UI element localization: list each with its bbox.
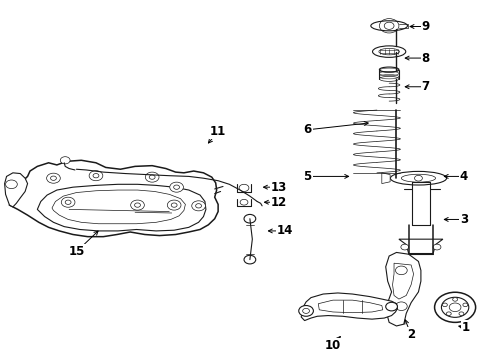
- Circle shape: [93, 174, 99, 178]
- Circle shape: [463, 303, 468, 307]
- Circle shape: [135, 203, 141, 207]
- Circle shape: [240, 199, 248, 205]
- Circle shape: [415, 175, 422, 181]
- Circle shape: [61, 197, 75, 207]
- Circle shape: [167, 200, 181, 210]
- Polygon shape: [4, 173, 27, 207]
- Circle shape: [446, 312, 451, 315]
- Circle shape: [303, 309, 310, 314]
- Circle shape: [395, 266, 407, 275]
- Ellipse shape: [379, 67, 399, 72]
- Text: 12: 12: [271, 196, 287, 209]
- Circle shape: [47, 173, 60, 183]
- Circle shape: [173, 185, 179, 189]
- Polygon shape: [301, 293, 397, 320]
- Polygon shape: [9, 160, 218, 237]
- Text: 8: 8: [422, 51, 430, 64]
- Polygon shape: [399, 239, 443, 253]
- Text: 13: 13: [271, 181, 287, 194]
- Circle shape: [239, 184, 249, 192]
- Circle shape: [149, 175, 155, 179]
- Text: 9: 9: [422, 20, 430, 33]
- Circle shape: [196, 204, 201, 208]
- Circle shape: [386, 302, 397, 311]
- Circle shape: [459, 312, 464, 315]
- Circle shape: [89, 171, 103, 181]
- Text: 2: 2: [407, 328, 415, 341]
- Circle shape: [170, 182, 183, 192]
- Ellipse shape: [372, 46, 406, 57]
- Text: 11: 11: [210, 125, 226, 138]
- Circle shape: [192, 201, 205, 211]
- Circle shape: [171, 203, 177, 207]
- Text: 10: 10: [325, 339, 341, 352]
- Polygon shape: [382, 173, 390, 184]
- Text: 6: 6: [303, 123, 312, 136]
- Ellipse shape: [371, 21, 408, 31]
- Circle shape: [299, 306, 314, 316]
- Circle shape: [449, 303, 461, 312]
- Text: 3: 3: [460, 213, 468, 226]
- Circle shape: [441, 297, 469, 318]
- Circle shape: [395, 302, 407, 311]
- Circle shape: [60, 157, 70, 164]
- Circle shape: [384, 22, 394, 30]
- Circle shape: [401, 244, 409, 250]
- Circle shape: [5, 180, 17, 189]
- Circle shape: [442, 303, 447, 307]
- Circle shape: [50, 176, 56, 180]
- Ellipse shape: [379, 76, 399, 81]
- Text: 1: 1: [462, 321, 470, 334]
- Polygon shape: [386, 252, 421, 326]
- Circle shape: [435, 292, 476, 322]
- Text: 4: 4: [460, 170, 468, 183]
- Text: 7: 7: [422, 80, 430, 93]
- Circle shape: [65, 200, 71, 204]
- Circle shape: [433, 244, 441, 250]
- Text: 15: 15: [68, 245, 85, 258]
- Text: 14: 14: [277, 224, 293, 238]
- Circle shape: [131, 200, 145, 210]
- Circle shape: [244, 215, 256, 223]
- Ellipse shape: [379, 48, 399, 55]
- Text: 5: 5: [303, 170, 312, 183]
- Circle shape: [453, 298, 458, 301]
- Ellipse shape: [391, 171, 446, 185]
- Circle shape: [146, 172, 159, 182]
- Circle shape: [244, 255, 256, 264]
